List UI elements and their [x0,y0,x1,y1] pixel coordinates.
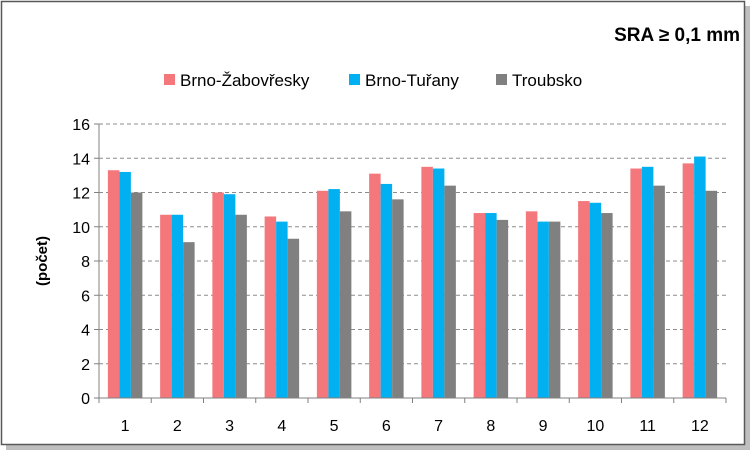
bar [630,168,642,398]
x-tick-label: 2 [173,418,182,435]
y-tick-label: 10 [72,220,90,237]
bar [537,221,549,398]
bar [578,201,590,398]
bar [212,192,224,398]
legend-label: Brno-Tuřany [365,71,459,90]
legend-swatch [164,74,175,85]
y-tick-label: 0 [81,391,90,408]
bar [548,221,561,398]
x-tick-label: 1 [121,418,130,435]
bar [485,213,497,398]
x-tick-label: 5 [330,418,339,435]
legend: Brno-Žabovřesky Brno-Tuřany Troubsko [164,71,582,90]
bar [705,190,718,398]
bar [171,214,184,398]
bar [369,173,381,398]
y-tick-label: 8 [81,254,90,271]
bar [107,170,120,398]
bar [276,221,288,398]
bar [392,199,404,398]
bar [339,211,352,398]
bar [653,185,665,398]
x-tick-label: 3 [225,418,234,435]
bar [496,219,509,398]
bar [525,211,538,398]
legend-label: Troubsko [512,71,582,90]
bar [432,168,445,398]
y-tick-label: 16 [72,117,90,134]
y-tick-label: 12 [72,186,90,203]
bar [421,166,433,398]
x-axis-ticks: 1 2 3 4 5 6 7 8 9 10 11 12 [98,398,727,435]
bar [119,171,131,398]
bar [682,163,695,398]
x-tick-label: 11 [639,418,656,435]
bar [287,238,300,398]
y-tick-label: 2 [81,357,90,374]
legend-swatch [349,74,360,85]
bar [264,216,277,398]
y-axis-label: (počet) [34,236,51,286]
x-tick-label: 10 [586,418,604,435]
bar [444,185,456,398]
bar [589,202,602,398]
y-tick-label: 4 [81,323,90,340]
y-tick-label: 6 [81,288,90,305]
x-tick-label: 4 [277,418,286,435]
x-tick-label: 9 [539,418,548,435]
x-tick-label: 7 [434,418,443,435]
legend-swatch [496,74,507,85]
y-axis-ticks: 0 2 4 6 8 10 12 14 16 [72,117,99,408]
bar [473,213,486,398]
chart-title: SRA ≥ 0,1 mm [614,25,740,46]
bar [641,166,654,398]
bar [694,156,706,398]
bar [316,190,329,398]
bar [380,183,393,398]
x-tick-label: 12 [691,418,709,435]
x-tick-label: 6 [382,418,391,435]
bar [235,214,247,398]
x-tick-label: 8 [486,418,495,435]
bar [160,214,172,398]
legend-label: Brno-Žabovřesky [180,71,310,90]
bar [130,192,143,398]
bar [183,242,195,398]
bars [107,156,718,398]
bar [328,189,340,398]
bar [223,194,236,398]
bar [601,213,613,398]
y-tick-label: 14 [72,151,90,168]
